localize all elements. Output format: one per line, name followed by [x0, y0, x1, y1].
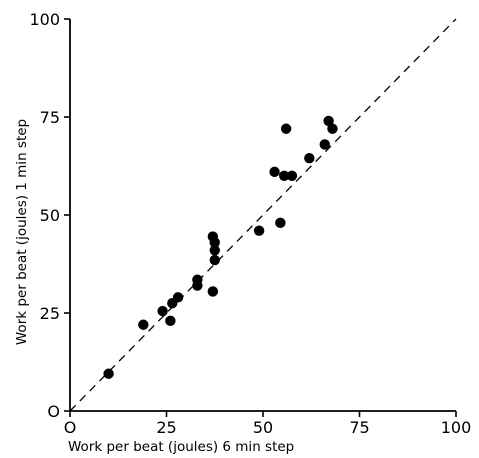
- x-tick-label: 100: [441, 418, 472, 437]
- data-point: [192, 274, 203, 285]
- y-tick-label: 100: [29, 10, 60, 29]
- data-point: [207, 286, 219, 297]
- x-tick-label: O: [64, 418, 77, 437]
- y-tick-label: O: [47, 402, 60, 421]
- data-point: [138, 319, 149, 330]
- y-tick-label: 50: [40, 206, 60, 225]
- y-tick-label: 75: [40, 108, 60, 127]
- x-tick-label: 25: [156, 418, 176, 437]
- y-axis-ticks: O 25 50 75 100: [29, 10, 70, 421]
- x-tick-label: 50: [253, 418, 273, 437]
- data-point: [304, 152, 315, 164]
- data-point: [209, 245, 220, 256]
- y-tick-label: 25: [40, 304, 60, 323]
- data-point: [319, 139, 330, 150]
- x-tick-label: 75: [349, 418, 369, 437]
- data-point: [286, 170, 298, 181]
- data-points: [103, 115, 338, 379]
- identity-reference-line: [69, 18, 457, 412]
- data-point: [275, 217, 286, 229]
- data-point: [327, 123, 338, 134]
- data-point: [279, 170, 290, 181]
- x-axis-title: Work per beat (joules) 6 min step: [68, 439, 294, 455]
- plot-area: O 25 50 75 100 O 25 50 75 100: [29, 10, 471, 437]
- data-point: [280, 123, 292, 134]
- data-point: [103, 368, 114, 379]
- y-axis-title: Work per beat (joules) 1 min step: [14, 119, 30, 345]
- data-point: [269, 166, 280, 178]
- x-axis-ticks: O 25 50 75 100: [64, 411, 472, 437]
- data-point: [209, 254, 220, 266]
- data-point: [323, 115, 334, 127]
- data-point: [209, 237, 220, 248]
- data-point: [157, 305, 168, 317]
- data-point: [253, 225, 265, 236]
- data-point: [172, 292, 184, 303]
- data-point: [165, 315, 176, 327]
